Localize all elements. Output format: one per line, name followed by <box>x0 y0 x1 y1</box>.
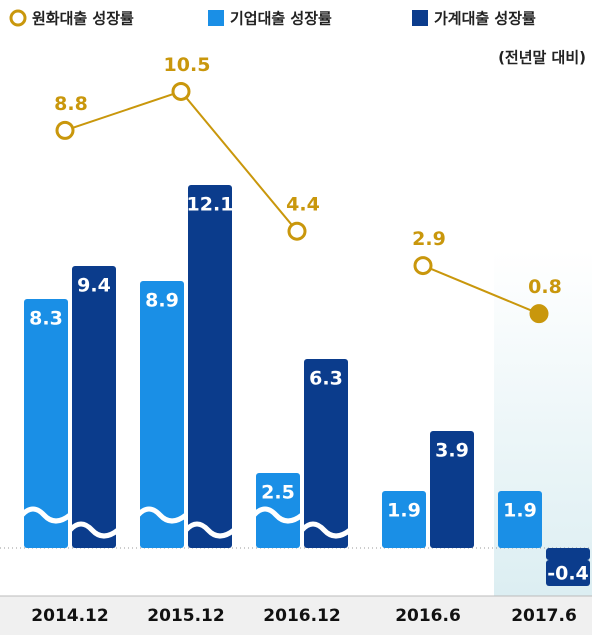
legend-label: 원화대출 성장률 <box>32 10 134 28</box>
x-tick-label: 2015.12 <box>147 606 224 626</box>
axis-break <box>136 506 188 524</box>
axis-break <box>68 521 120 539</box>
x-tick-label: 2016.12 <box>263 606 340 626</box>
axis-break <box>300 521 352 539</box>
bar <box>430 431 474 548</box>
axis-break <box>184 521 236 539</box>
x-tick-label: 2016.6 <box>395 606 461 626</box>
value-label: 1.9 <box>503 500 537 522</box>
axis-break <box>252 506 304 524</box>
value-label-box <box>546 560 590 586</box>
bar <box>24 299 68 548</box>
line-point <box>413 256 433 276</box>
bar <box>140 281 184 548</box>
bar <box>546 548 590 560</box>
line-value-label: 4.4 <box>286 194 320 216</box>
legend-label: 가계대출 성장률 <box>434 10 536 28</box>
line-point <box>55 120 75 140</box>
legend-label: 기업대출 성장률 <box>230 10 332 28</box>
value-label: 3.9 <box>435 440 469 462</box>
bar <box>188 185 232 548</box>
x-tick-label: 2014.12 <box>31 606 108 626</box>
value-label: 2.5 <box>261 482 295 504</box>
line <box>64 90 298 232</box>
bar <box>256 473 300 548</box>
x-axis-band <box>0 596 592 635</box>
value-label: 9.4 <box>77 275 111 297</box>
line-point <box>529 304 549 324</box>
value-label: 12.1 <box>187 194 234 216</box>
bar <box>304 359 348 548</box>
bar <box>72 266 116 548</box>
line-value-label: 10.5 <box>164 54 211 76</box>
line-value-label: 2.9 <box>412 228 446 250</box>
value-label: 6.3 <box>309 368 343 390</box>
bar <box>498 491 542 548</box>
value-label: -0.4 <box>547 563 589 585</box>
legend-marker <box>208 10 224 26</box>
subtitle: (전년말 대비) <box>498 49 586 67</box>
line-value-label: 8.8 <box>54 93 88 115</box>
line-point <box>171 81 191 101</box>
axis-break <box>20 506 72 524</box>
value-label: 8.3 <box>29 308 63 330</box>
legend-marker <box>412 10 428 26</box>
line-point <box>287 221 307 241</box>
value-label: 8.9 <box>145 290 179 312</box>
line-value-label: 0.8 <box>528 276 562 298</box>
x-tick-label: 2017.6 <box>511 606 577 626</box>
legend-marker <box>9 9 27 27</box>
line <box>422 264 540 315</box>
value-label: 1.9 <box>387 500 421 522</box>
bar <box>382 491 426 548</box>
